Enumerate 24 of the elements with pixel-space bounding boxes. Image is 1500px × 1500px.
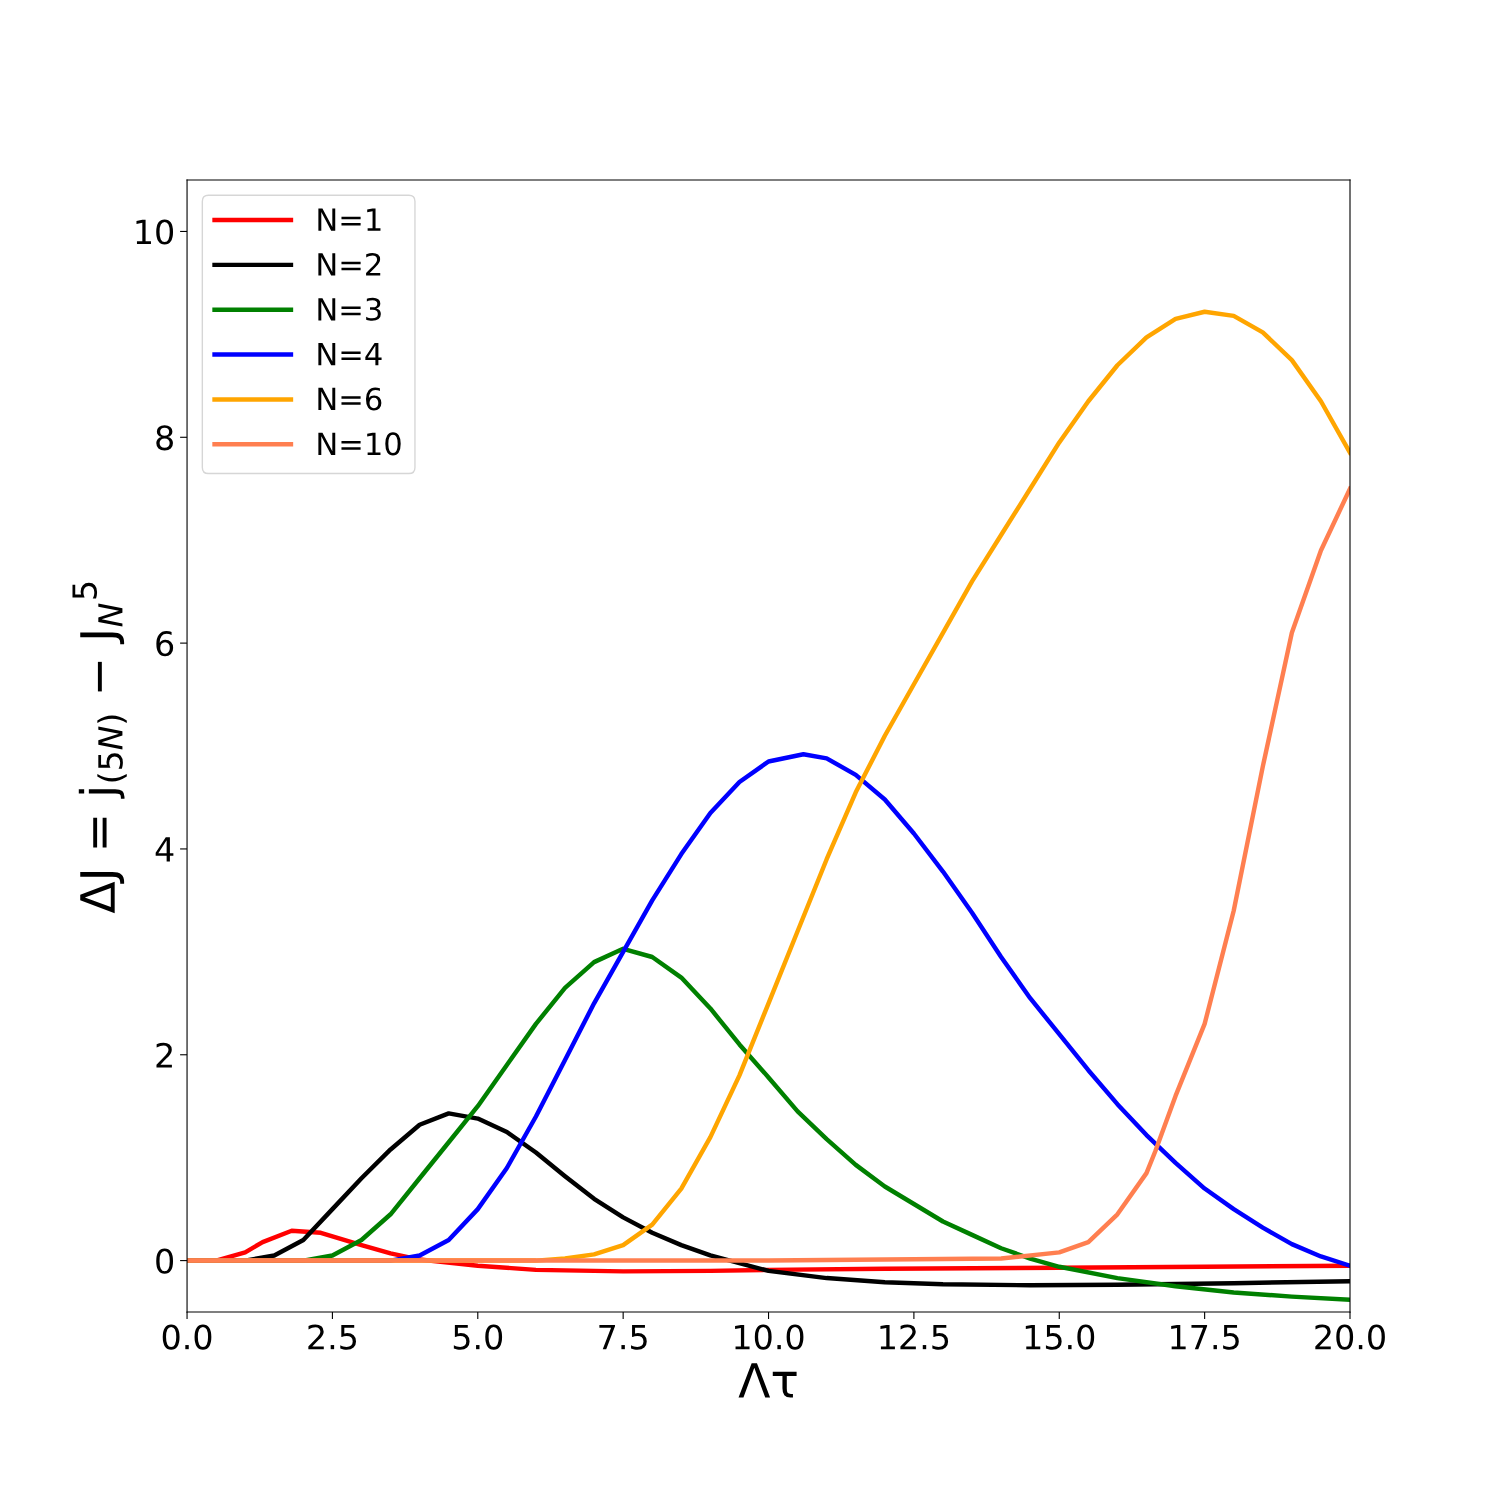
legend-label: N=6: [318, 387, 382, 411]
y-tick-label: 4: [155, 837, 174, 862]
legend-label: N=2: [318, 252, 381, 276]
x-tick-label: 12.5: [880, 1324, 949, 1350]
x-tick-label: 10.0: [735, 1324, 804, 1350]
x-tick-label: 5.0: [453, 1324, 503, 1350]
y-tick-label: 6: [156, 631, 174, 657]
y-tick-label: 0: [156, 1248, 174, 1274]
y-tick-label: 2: [156, 1042, 172, 1068]
y-axis-title: ΔJ = j$_{(5N)}$ − J$_{N}$$^{5}$: [72, 582, 127, 914]
x-tick-label: 15.0: [1025, 1324, 1095, 1350]
legend-label: N=4: [318, 342, 382, 366]
legend-label: N=10: [318, 432, 401, 456]
x-tick-label: 2.5: [308, 1324, 357, 1350]
y-tick-label: 10: [136, 219, 174, 245]
x-tick-label: 17.5: [1171, 1324, 1239, 1350]
x-tick-label: 0.0: [162, 1324, 212, 1350]
x-tick-label: 7.5: [599, 1324, 647, 1350]
x-axis-title: Λτ: [738, 1363, 797, 1398]
x-tick-label: 20.0: [1315, 1324, 1385, 1350]
line-series: [187, 486, 1350, 1263]
legend-label: N=1: [318, 208, 381, 231]
y-tick-label: 8: [156, 425, 173, 451]
legend-label: N=3: [318, 297, 381, 321]
